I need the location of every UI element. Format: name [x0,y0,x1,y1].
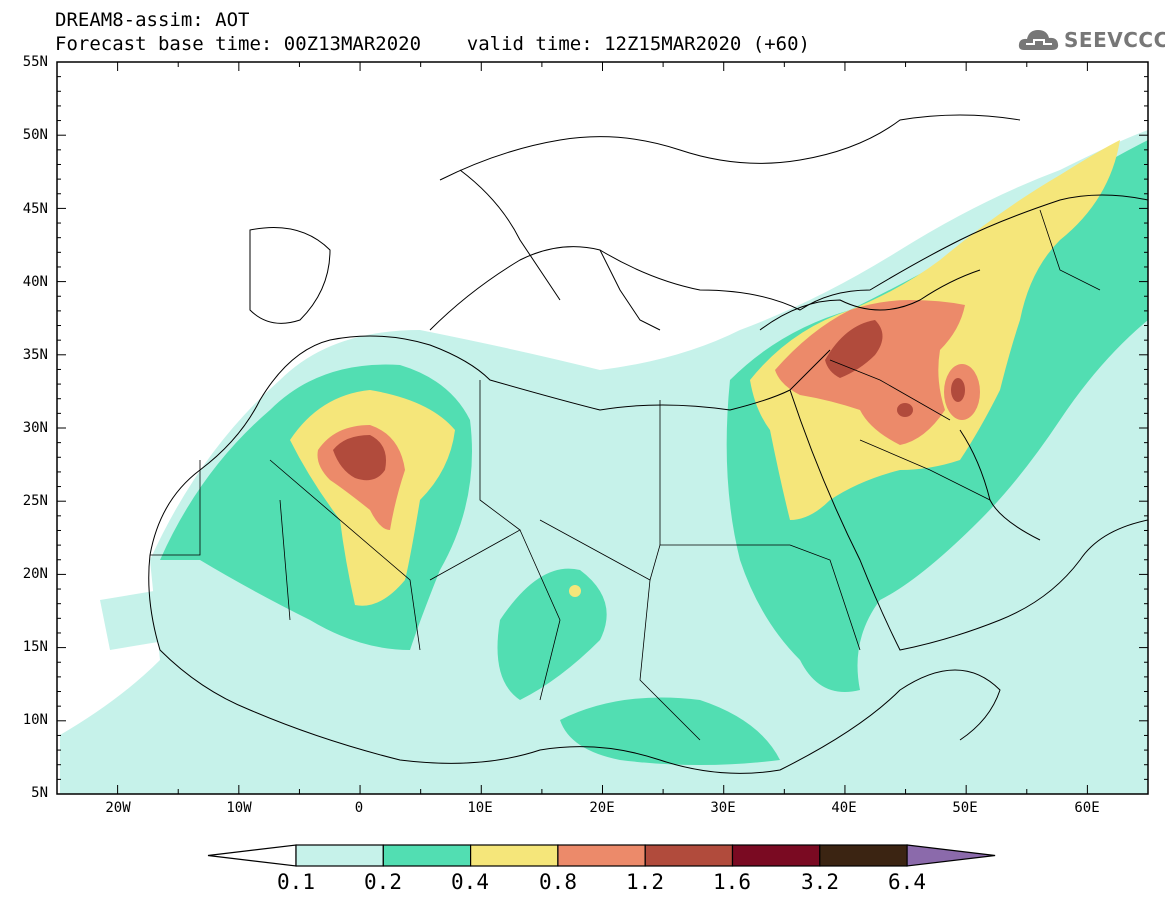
country-borders [150,209,1101,741]
lon-label: 10E [467,800,493,816]
colorbar-arrow-high [906,844,996,867]
colorbar-swatch [557,844,646,867]
axis-ticks [56,61,1149,795]
lon-label: 0 [354,800,364,816]
colorbar-label: 6.4 [888,870,926,894]
lat-label: 25N [22,493,48,509]
lat-label: 35N [22,347,48,363]
lat-label: 15N [22,639,48,655]
colorbar-label: 1.6 [713,870,751,894]
colorbar-swatch [470,844,559,867]
colorbar-swatch [382,844,472,867]
lon-label: 20E [589,800,615,816]
lat-label: 20N [22,566,48,582]
lon-label: 60E [1074,800,1100,816]
lon-label: 50E [952,800,978,816]
lon-label: 10W [226,800,252,816]
coastlines [148,114,1148,774]
map-title: DREAM8-assim: AOT [55,9,250,31]
forecast-times: Forecast base time: 00Z13MAR2020 valid t… [55,33,810,55]
cloud-icon [1018,30,1059,50]
colorbar-label: 0.1 [277,870,315,894]
colorbar-swatch [819,844,908,867]
lat-label: 55N [22,54,48,70]
colorbar-label: 3.2 [801,870,839,894]
lat-label: 10N [22,712,48,728]
lat-label: 50N [22,127,48,143]
colorbar-label: 0.8 [539,870,577,894]
lon-label: 40E [831,800,857,816]
lon-label: 30E [710,800,736,816]
seevccc-logo: SEEVCCC [1018,24,1165,54]
lat-label: 45N [22,201,48,217]
colorbar-arrow-low [207,844,297,867]
lat-label: 40N [22,274,48,290]
colorbar-label: 1.2 [626,870,664,894]
lon-label: 20W [105,800,131,816]
colorbar-swatch [731,844,821,867]
colorbar-swatch [295,844,384,867]
colorbar-swatch [644,844,734,867]
lat-label: 30N [22,420,48,436]
lat-label: 5N [31,785,48,801]
colorbar-label: 0.4 [451,870,489,894]
logo-text: SEEVCCC [1064,28,1165,52]
colorbar-label: 0.2 [364,870,402,894]
